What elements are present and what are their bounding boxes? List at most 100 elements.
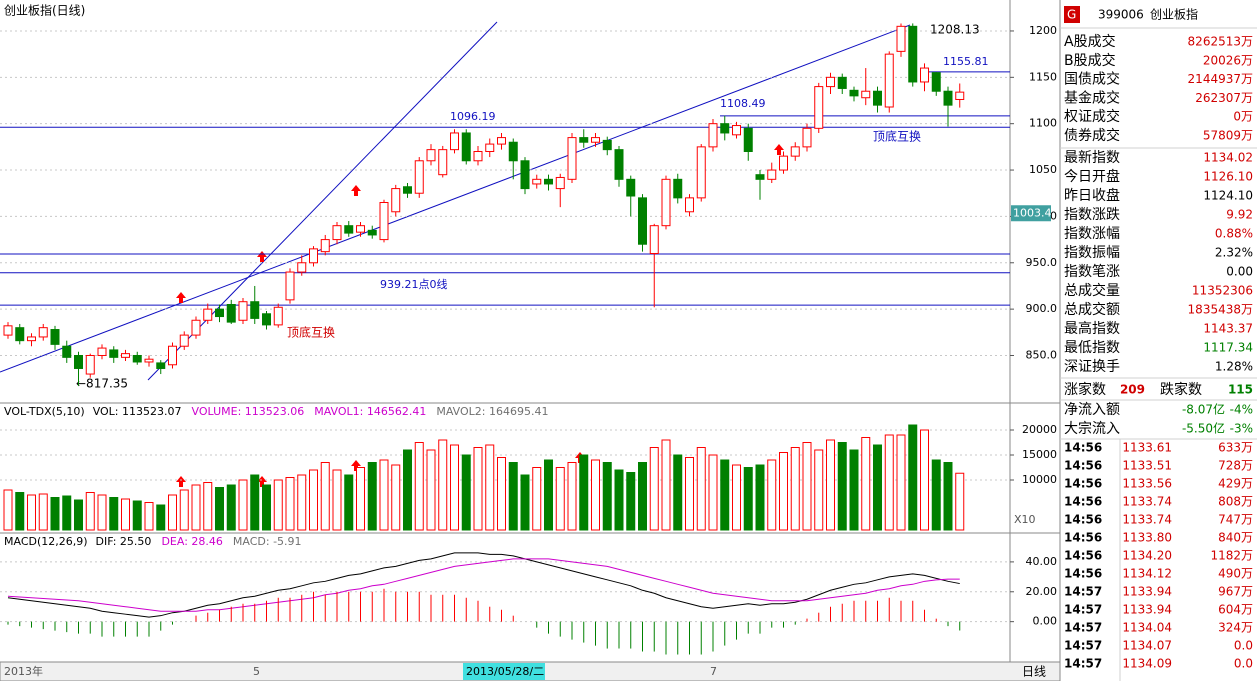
tick-time: 14:56 <box>1064 531 1102 545</box>
stat-label: 昨日收盘 <box>1064 187 1120 204</box>
cursor-date-box <box>463 663 545 680</box>
candle-body <box>156 362 166 369</box>
volume-bar <box>685 457 694 531</box>
candle-body <box>262 313 271 326</box>
tick-volume: 967万 <box>1218 585 1253 599</box>
stat-label: 今日开盘 <box>1064 168 1120 185</box>
x-label: 5 <box>253 665 260 678</box>
note: 顶底互换 <box>287 325 335 340</box>
tick-time: 14:57 <box>1064 585 1102 599</box>
volume-bar <box>332 469 342 531</box>
candle-body <box>356 225 365 233</box>
volume-bar <box>579 454 589 531</box>
candle-body <box>191 319 201 336</box>
candle-body <box>144 358 154 363</box>
volume-bar <box>896 434 906 531</box>
volume-bar <box>779 452 788 531</box>
volume-bar <box>790 447 800 531</box>
candle-body <box>273 306 283 326</box>
legend-entry: MACD: -5.91 <box>233 535 302 548</box>
stat-value: 2.32% <box>1215 246 1253 260</box>
volume-bar <box>720 459 730 531</box>
arrow <box>257 251 267 262</box>
candle-body <box>661 178 671 227</box>
candle-body <box>132 354 142 363</box>
candle-body <box>109 349 119 358</box>
arrow <box>176 292 186 303</box>
volume-bar <box>191 484 201 531</box>
candle-body <box>320 239 330 253</box>
candle-body <box>591 137 600 143</box>
volume-bar <box>109 497 119 531</box>
volume-bar <box>485 444 495 531</box>
y-tick-label: 1100 <box>1029 117 1057 130</box>
candle-body <box>849 89 859 97</box>
volume-bar <box>97 494 107 531</box>
volume-bar <box>884 434 894 531</box>
volume-bar <box>285 477 295 531</box>
arrow <box>351 185 361 196</box>
volume-bar <box>602 462 612 531</box>
candle-body <box>861 90 871 99</box>
volume-bar <box>203 482 213 531</box>
tick-volume: 429万 <box>1218 477 1253 491</box>
tick-price: 1133.94 <box>1122 585 1172 599</box>
flow-pct: -4% <box>1230 403 1253 417</box>
cursor-date: 2013/05/28/二 <box>466 665 544 678</box>
volume-bar <box>649 447 659 531</box>
tick-time: 14:57 <box>1064 657 1102 671</box>
volume-bar <box>132 500 142 531</box>
legend-entry: DEA: 28.46 <box>161 535 222 548</box>
volume-bar <box>262 484 271 531</box>
x-label: 7 <box>710 665 717 678</box>
candle-body <box>520 160 530 190</box>
stat-label: 总成交额 <box>1064 301 1120 318</box>
tick-volume: 808万 <box>1218 495 1253 509</box>
code: 399006 <box>1098 8 1144 22</box>
x-label: 2013年 <box>4 664 43 678</box>
candle-body <box>896 25 906 52</box>
candle-body <box>85 354 95 375</box>
candle-body <box>403 186 412 194</box>
candle-body <box>367 229 377 236</box>
stat-value: 2144937万 <box>1188 72 1253 86</box>
y-tick-label: 1150 <box>1029 70 1057 83</box>
volume-bar <box>15 492 25 531</box>
legend-entry: MAVOL2: 164695.41 <box>436 405 548 418</box>
arrow <box>351 460 361 471</box>
candle-body <box>931 72 941 92</box>
tick-time: 14:57 <box>1064 621 1102 635</box>
legend-entry: VOL: 113523.07 <box>93 405 182 418</box>
tick-price: 1134.20 <box>1122 549 1172 563</box>
arrow <box>774 144 784 155</box>
candle-body <box>567 137 577 180</box>
tick-price: 1133.51 <box>1122 459 1172 473</box>
candle-body <box>203 308 213 321</box>
volume-bar <box>920 429 929 531</box>
candle-body <box>485 143 495 153</box>
candle-body <box>767 169 777 180</box>
candle-body <box>27 336 36 342</box>
stat-label: 深证换手 <box>1064 358 1120 375</box>
unit-label: X10 <box>1014 513 1036 526</box>
legend-entry: MAVOL1: 146562.41 <box>314 405 426 418</box>
tick-time: 14:56 <box>1064 477 1102 491</box>
stat-label: 基金成交 <box>1064 89 1120 106</box>
stat-label: 指数笔涨 <box>1064 264 1120 280</box>
flow-label: 大宗流入 <box>1064 421 1120 437</box>
tick-price: 1133.74 <box>1122 495 1172 509</box>
volume-bar <box>849 449 859 531</box>
y-tick-label: 20000 <box>1022 423 1057 436</box>
candle-body <box>708 123 718 148</box>
volume-bar <box>50 497 60 531</box>
candle-body <box>673 178 683 199</box>
volume-bar <box>3 489 13 531</box>
candle-body <box>743 127 753 153</box>
volume-bar <box>732 464 741 531</box>
tick-volume: 728万 <box>1218 459 1253 473</box>
candle-body <box>649 225 659 254</box>
volume-bar <box>826 439 835 531</box>
candle-body <box>638 197 647 245</box>
tick-time: 14:56 <box>1064 495 1102 509</box>
candle-body <box>309 248 318 264</box>
